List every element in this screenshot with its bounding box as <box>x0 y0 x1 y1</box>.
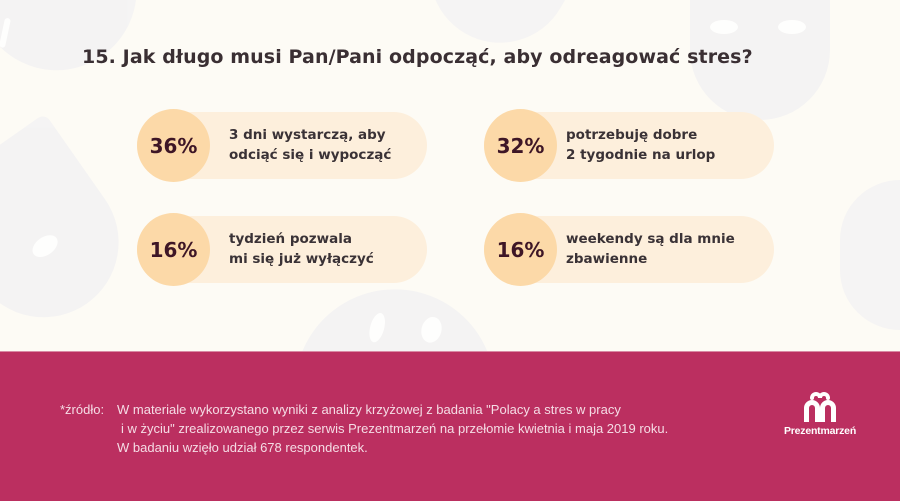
answer-label: 3 dni wystarczą, aby odciąć się i wypocz… <box>229 127 392 163</box>
theatre-mask-decoration-icon <box>0 0 147 81</box>
brand-name: Prezentmarzeń <box>783 425 857 437</box>
answer-card: 36% 3 dni wystarczą, aby odciąć się i wy… <box>137 109 427 182</box>
percent-badge: 36% <box>137 109 210 182</box>
source-text: W materiale wykorzystano wyniki z analiz… <box>117 402 669 455</box>
percent-badge: 16% <box>484 213 557 286</box>
answer-card: 32% potrzebuję dobre 2 tygodnie na urlop <box>484 109 774 182</box>
percent-badge: 32% <box>484 109 557 182</box>
brand-logo[interactable]: Prezentmarzeń <box>774 392 866 442</box>
theatre-mask-decoration-icon <box>690 0 830 120</box>
footer: *źródło: W materiale wykorzystano wyniki… <box>0 351 900 501</box>
question-title: 15. Jak długo musi Pan/Pani odpocząć, ab… <box>82 46 753 68</box>
content-area: 15. Jak długo musi Pan/Pani odpocząć, ab… <box>0 0 900 347</box>
theatre-mask-decoration-icon <box>840 180 900 330</box>
percent-badge: 16% <box>137 213 210 286</box>
answer-label: weekendy są dla mnie zbawienne <box>566 231 735 267</box>
answer-card: 16% weekendy są dla mnie zbawienne <box>484 213 774 286</box>
source-prefix: *źródło: <box>60 402 105 417</box>
answer-label: tydzień pozwala mi się już wyłączyć <box>229 231 374 267</box>
answer-card: 16% tydzień pozwala mi się już wyłączyć <box>137 213 427 286</box>
theatre-mask-decoration-icon <box>0 113 149 347</box>
gift-m-icon <box>804 392 836 422</box>
answer-label: potrzebuję dobre 2 tygodnie na urlop <box>566 127 716 163</box>
